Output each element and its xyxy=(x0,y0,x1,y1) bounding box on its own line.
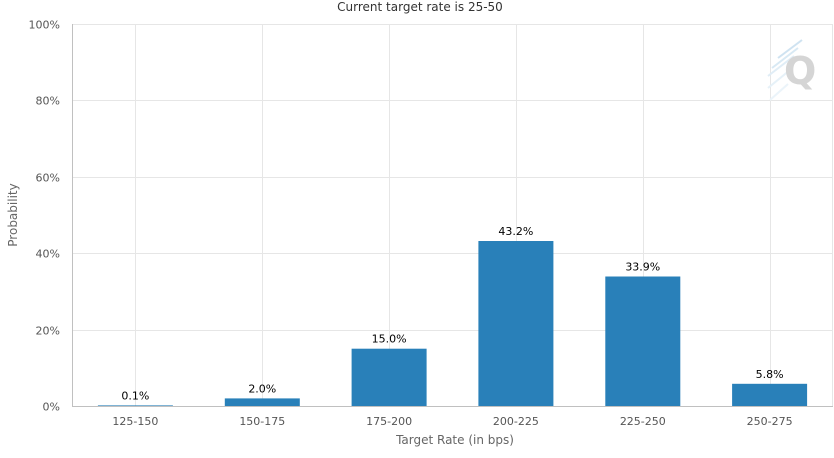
x-tick-label: 175-200 xyxy=(366,415,412,428)
y-axis-title: Probability xyxy=(6,183,20,246)
data-label: 33.9% xyxy=(625,261,660,274)
bar-225-250[interactable] xyxy=(605,276,681,407)
bar-125-150[interactable] xyxy=(97,405,173,406)
y-tick-label: 0% xyxy=(43,401,60,414)
x-axis-title: Target Rate (in bps) xyxy=(395,433,514,447)
data-label: 0.1% xyxy=(121,389,149,402)
y-tick-label: 60% xyxy=(36,172,60,185)
bar-layer xyxy=(97,241,808,407)
data-label: 2.0% xyxy=(248,382,276,395)
x-tick-label: 250-275 xyxy=(747,415,793,428)
y-tick-label: 40% xyxy=(36,248,60,261)
svg-text:Q: Q xyxy=(784,49,816,93)
x-tick-label: 200-225 xyxy=(493,415,539,428)
label-layer: 0.1% 2.0% 15.0% 43.2% 33.9% 5.8% xyxy=(121,225,783,402)
bar-150-175[interactable] xyxy=(224,398,300,406)
chart-title: Current target rate is 25-50 xyxy=(337,0,503,14)
bar-200-225[interactable] xyxy=(478,241,554,406)
y-tick-label: 20% xyxy=(36,325,60,338)
axis-layer: 0% 20% 40% 60% 80% 100% 125-150 150-175 175-200 2… xyxy=(29,19,833,428)
q-logo-icon: Q xyxy=(767,39,816,101)
data-label: 5.8% xyxy=(756,368,784,381)
x-tick-label: 125-150 xyxy=(112,415,158,428)
bar-175-200[interactable] xyxy=(351,348,427,406)
y-tick-label: 80% xyxy=(36,95,60,108)
data-label: 43.2% xyxy=(498,225,533,238)
bar-250-275[interactable] xyxy=(732,383,808,406)
x-tick-label: 150-175 xyxy=(239,415,285,428)
x-tick-label: 225-250 xyxy=(620,415,666,428)
y-tick-label: 100% xyxy=(29,19,60,32)
grid-layer xyxy=(72,24,833,406)
data-label: 15.0% xyxy=(372,333,407,346)
